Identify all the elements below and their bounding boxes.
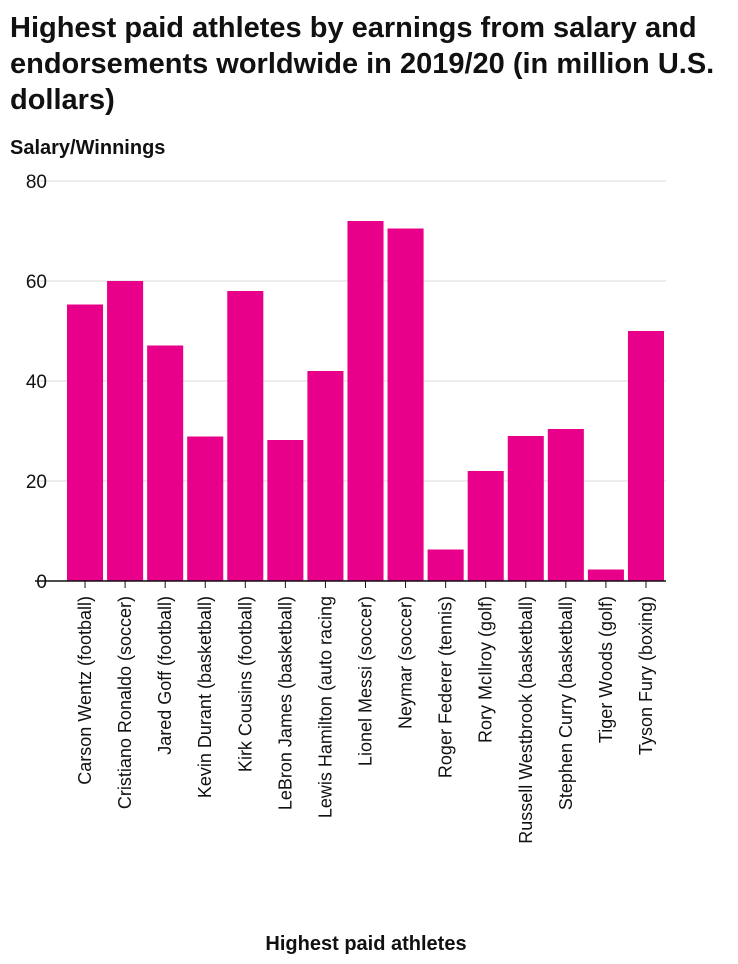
x-tick-label: Roger Federer (tennis) [436, 596, 456, 778]
x-tick-label: Kevin Durant (basketball) [195, 596, 215, 798]
bar [267, 440, 304, 581]
chart-title: Highest paid athletes by earnings from s… [10, 12, 715, 116]
x-axis-tick-labels: Carson Wentz (football) Cristiano Ronaldo… [75, 596, 656, 844]
y-tick-label: 20 [26, 472, 47, 493]
x-tick-label: Rory McIlroy (golf) [476, 596, 496, 743]
bars [67, 221, 664, 581]
bar [107, 281, 144, 581]
y-tick-label: 40 [26, 372, 47, 393]
x-tick-label: Carson Wentz (football) [75, 596, 95, 785]
y-tick-label: 80 [26, 172, 47, 193]
x-tick-label: LeBron James (basketball) [275, 596, 295, 810]
bar [427, 549, 464, 581]
bar [147, 345, 184, 581]
x-tick-label: Lewis Hamilton (auto racing [315, 596, 335, 818]
bar [507, 436, 544, 581]
bar [187, 436, 224, 581]
x-tick-label: Lionel Messi (soccer) [356, 596, 376, 766]
bar [67, 304, 104, 581]
x-tick-label: Russell Westbrook (basketball) [516, 596, 536, 844]
bar [227, 291, 264, 581]
bar [387, 228, 424, 581]
x-tick-label: Neymar (soccer) [396, 596, 416, 729]
bar [587, 569, 624, 581]
x-tick-label: Stephen Curry (basketball) [556, 596, 576, 810]
x-tick-label: Jared Goff (football) [155, 596, 175, 755]
x-tick-label: Kirk Cousins (football) [235, 596, 255, 772]
x-tick-label: Tiger Woods (golf) [596, 596, 616, 743]
x-axis-ticks [84, 581, 647, 588]
x-tick-label: Tyson Fury (boxing) [636, 596, 656, 755]
bar [347, 221, 384, 581]
bar [467, 471, 504, 581]
y-tick-label: 0 [36, 572, 47, 593]
bar [627, 331, 664, 581]
bar [547, 429, 584, 581]
y-axis-label: Salary/Winnings [10, 137, 165, 159]
y-tick-label: 60 [26, 272, 47, 293]
x-tick-label: Cristiano Ronaldo (soccer) [115, 596, 135, 809]
bar [307, 371, 344, 581]
y-axis-tick-labels: 0 20 40 60 80 [26, 172, 47, 593]
x-axis-label: Highest paid athletes [265, 933, 466, 955]
